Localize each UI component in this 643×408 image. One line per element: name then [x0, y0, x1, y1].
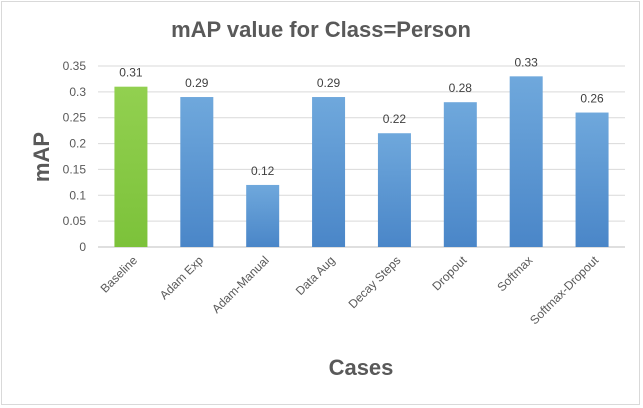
data-labels: 0.31 0.29 0.12 0.29 0.22 0.28 0.33 0.26: [119, 55, 604, 178]
data-label: 0.22: [383, 112, 407, 126]
y-tick-label: 0.35: [63, 59, 87, 73]
bar-adam-manual: [246, 184, 280, 247]
y-tick-label: 0.1: [69, 188, 86, 202]
bar-data-aug: [312, 97, 346, 248]
bar-softmax: [509, 76, 543, 247]
bar-dropout: [443, 102, 477, 247]
gridlines: [98, 65, 625, 248]
data-label: 0.31: [119, 66, 143, 80]
category-labels: Baseline Adam Exp Adam-Manual Data Aug Decay…: [98, 253, 602, 328]
data-label: 0.28: [449, 81, 473, 95]
data-label: 0.33: [515, 55, 539, 69]
bars: [114, 76, 609, 248]
data-label: 0.12: [251, 164, 275, 178]
category-label: Decay Steps: [346, 253, 404, 311]
category-label: Adam-Manual: [209, 253, 272, 316]
y-tick-label: 0.05: [63, 214, 87, 228]
category-label: Dropout: [429, 253, 470, 294]
chart-title: mAP value for Class=Person: [171, 17, 471, 42]
y-tick-label: 0.15: [63, 162, 87, 176]
y-tick-label: 0.3: [69, 85, 86, 99]
data-label: 0.26: [580, 92, 604, 106]
y-tick-label: 0.25: [63, 111, 87, 125]
bar-baseline: [114, 86, 148, 247]
bar-decay-steps: [377, 133, 411, 247]
y-tick-label: 0: [79, 240, 86, 254]
category-label: Softmax-Dropout: [527, 253, 602, 328]
x-axis-title: Cases: [329, 355, 394, 380]
category-label: Adam Exp: [157, 253, 206, 302]
category-label: Softmax: [494, 253, 535, 294]
y-tick-labels: 0 0.05 0.1 0.15 0.2 0.25 0.3 0.35: [63, 59, 87, 254]
category-label: Baseline: [98, 253, 141, 296]
y-tick-label: 0.2: [69, 137, 86, 151]
y-axis-title: mAP: [29, 132, 54, 182]
data-label: 0.29: [185, 76, 209, 90]
category-label: Data Aug: [293, 253, 338, 298]
bar-adam-exp: [180, 97, 214, 248]
data-label: 0.29: [317, 76, 341, 90]
bar-softmax-dropout: [575, 112, 609, 248]
